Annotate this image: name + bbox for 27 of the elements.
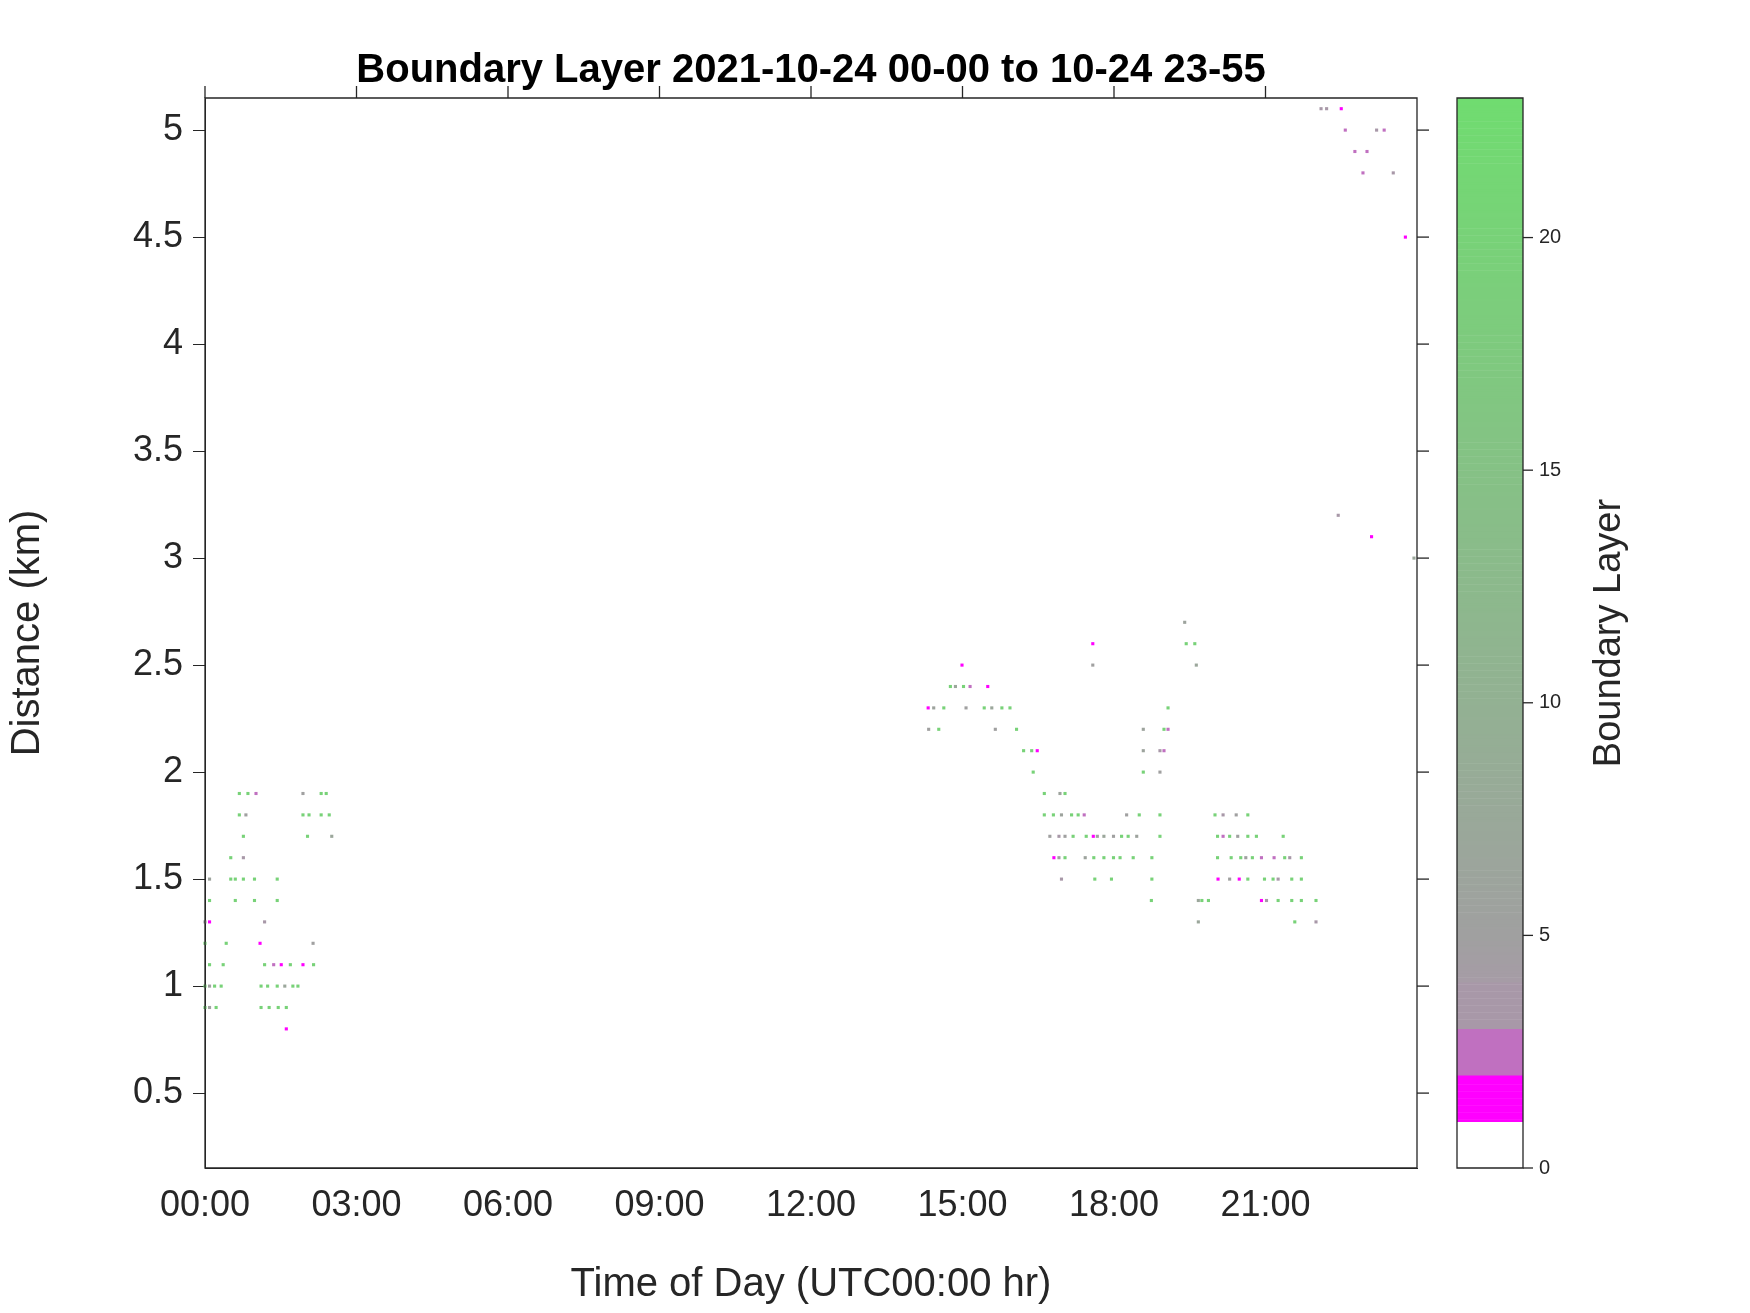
y-tick-label: 4.5: [132, 214, 183, 256]
y-tick-label: 4: [162, 321, 183, 363]
y-tick-label: 2.5: [132, 642, 183, 684]
y-tick-label: 0.5: [132, 1070, 183, 1112]
x-tick-label: 00:00: [159, 1182, 251, 1224]
color-bar-label: 0: [1539, 1155, 1551, 1178]
color-bar-title: Boundary Layer: [1586, 498, 1629, 768]
x-tick-label: 09:00: [614, 1182, 705, 1224]
y-tick-label: 1.5: [132, 856, 183, 898]
x-tick-label: 06:00: [462, 1182, 554, 1224]
color-bar-label: 10: [1539, 690, 1562, 713]
y-tick-label: 3.5: [132, 428, 183, 470]
x-tick-label: 03:00: [311, 1182, 402, 1224]
color-bar-label: 20: [1539, 225, 1562, 248]
y-tick-label: 2: [162, 749, 183, 791]
x-tick-label: 21:00: [1220, 1182, 1311, 1224]
x-tick-label: 15:00: [917, 1182, 1008, 1224]
x-axis-title: Time of Day (UTC00:00 hr): [570, 1260, 1052, 1305]
y-tick-label: 1: [162, 963, 183, 1005]
x-tick-label: 12:00: [765, 1182, 857, 1224]
color-bar-label: 5: [1539, 922, 1551, 945]
y-tick-label: 5: [162, 107, 183, 149]
y-tick-label: 3: [162, 535, 183, 577]
x-tick-label: 18:00: [1068, 1182, 1160, 1224]
chart-title: Boundary Layer 2021-10-24 00-00 to 10-24 23-55: [356, 46, 1266, 90]
y-axis-title: Distance (km): [3, 509, 48, 757]
color-bar-label: 15: [1539, 457, 1562, 480]
